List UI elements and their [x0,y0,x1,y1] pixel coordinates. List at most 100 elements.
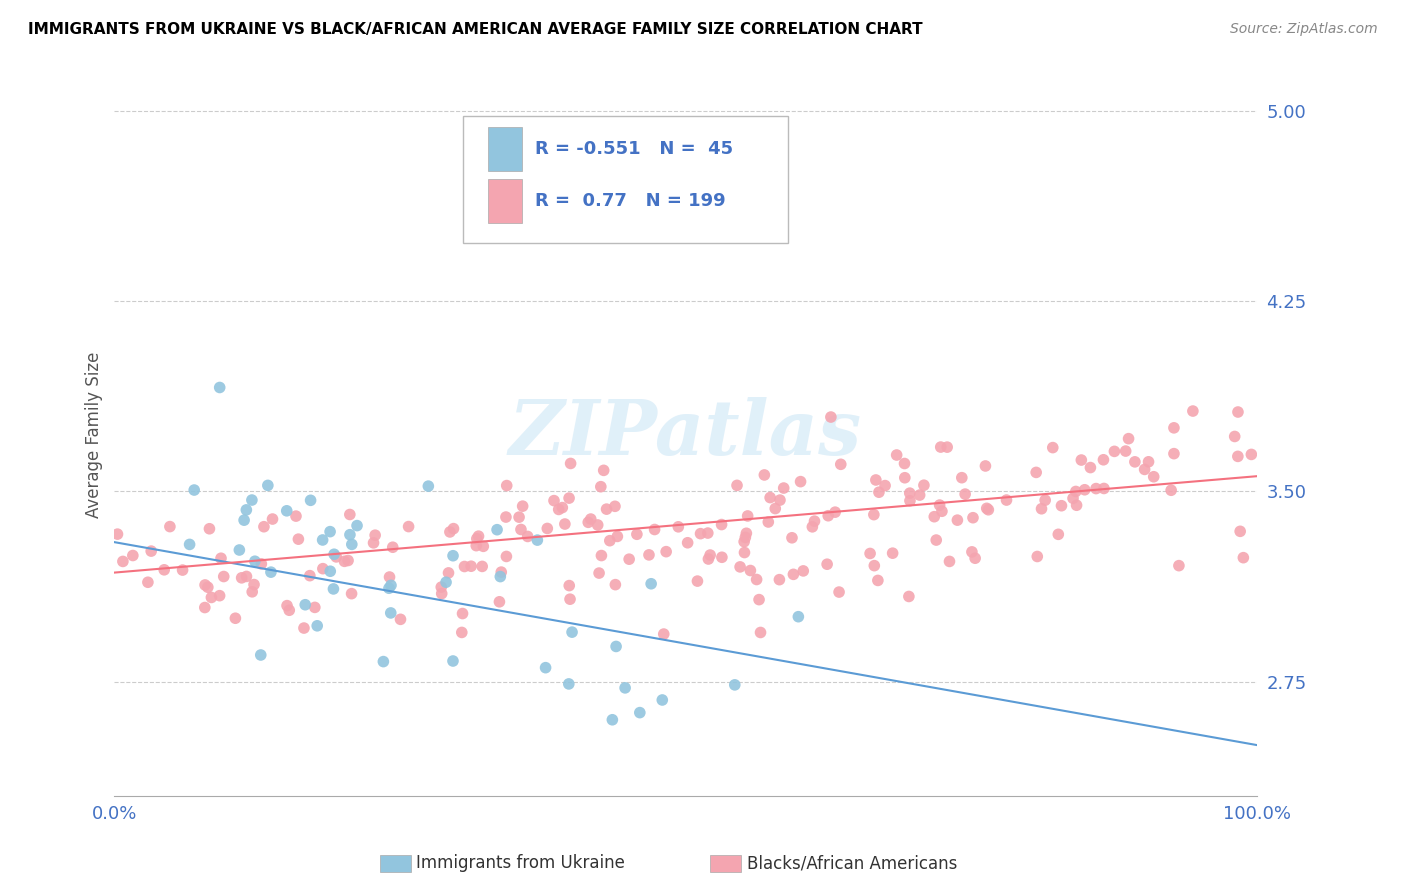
Point [304,600,326,615]
Point [260,565,283,579]
Point [250,557,273,571]
Point [197,580,219,594]
Point [724,678,747,692]
Point [389,612,412,626]
Point [866,574,889,588]
Point [285,509,308,524]
Point [465,532,488,546]
Point [437,566,460,580]
Point [339,508,361,522]
Point [373,655,395,669]
Point [1104,444,1126,458]
Point [595,502,617,516]
Point [312,562,335,576]
Point [183,483,205,497]
Point [543,493,565,508]
Point [510,523,533,537]
Point [655,544,678,558]
Point [1133,462,1156,476]
Point [1118,432,1140,446]
Point [830,458,852,472]
Point [699,548,721,562]
Point [953,487,976,501]
Point [1143,469,1166,483]
Point [311,533,333,547]
Point [894,471,917,485]
Point [787,609,810,624]
Point [817,508,839,523]
Point [995,493,1018,508]
Point [865,473,887,487]
Point [748,592,770,607]
Point [1080,460,1102,475]
Point [589,480,612,494]
Point [893,457,915,471]
Point [257,478,280,492]
Point [734,530,756,544]
Point [898,493,921,508]
Point [561,625,583,640]
Point [495,478,517,492]
Point [107,527,129,541]
Point [231,571,253,585]
Point [644,523,666,537]
Point [965,551,987,566]
Point [460,559,482,574]
Point [820,410,842,425]
Point [928,498,950,512]
Point [1092,452,1115,467]
Point [886,448,908,462]
Point [1229,524,1251,539]
Point [962,510,984,524]
Point [439,524,461,539]
Point [1226,450,1249,464]
Point [495,549,517,564]
Point [710,517,733,532]
Point [450,625,472,640]
Point [451,607,474,621]
Point [276,599,298,613]
Point [194,600,217,615]
Point [759,491,782,505]
Point [1025,466,1047,480]
Point [938,554,960,568]
Point [560,457,582,471]
Point [686,574,709,588]
Point [441,549,464,563]
Point [136,575,159,590]
Point [605,640,627,654]
Point [652,627,675,641]
Point [922,509,945,524]
Point [534,661,557,675]
Point [697,552,720,566]
Point [495,510,517,524]
Point [443,522,465,536]
Point [200,591,222,605]
Point [240,584,263,599]
Point [536,521,558,535]
Point [262,512,284,526]
Point [628,706,651,720]
Point [897,590,920,604]
Point [558,491,581,505]
Bar [488,179,522,223]
Text: R =  0.77   N = 199: R = 0.77 N = 199 [534,192,725,210]
Point [337,553,360,567]
Point [1163,447,1185,461]
Point [1115,444,1137,458]
Point [418,479,440,493]
Point [1123,455,1146,469]
Point [467,529,489,543]
Point [194,578,217,592]
Point [946,513,969,527]
Point [294,598,316,612]
Point [638,548,661,562]
Point [614,681,637,695]
FancyBboxPatch shape [463,116,789,243]
Bar [488,128,522,170]
Point [898,486,921,500]
Point [121,549,143,563]
Point [228,543,250,558]
Point [465,539,488,553]
Point [1047,527,1070,541]
